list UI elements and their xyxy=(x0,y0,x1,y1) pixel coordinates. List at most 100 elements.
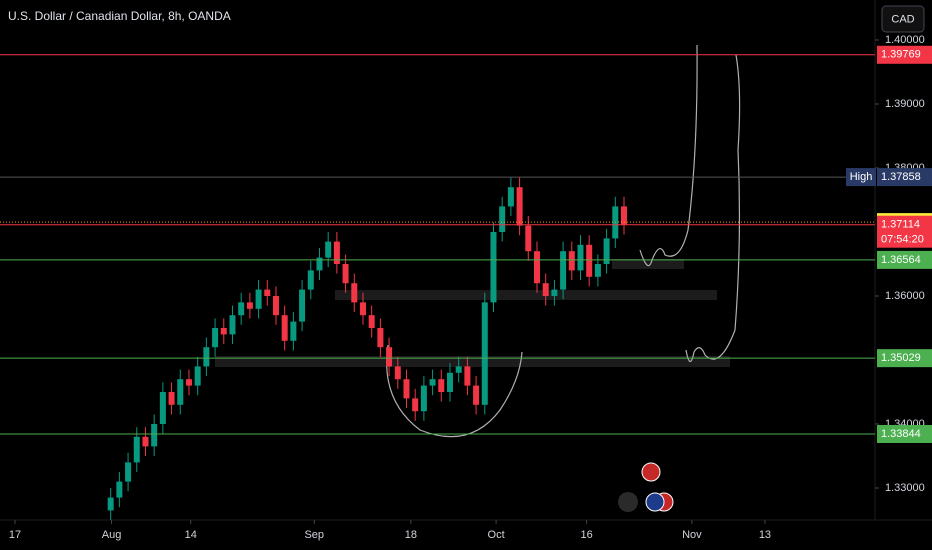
candle-body xyxy=(359,302,366,316)
candle-body xyxy=(212,328,219,348)
chart-title: U.S. Dollar / Canadian Dollar, 8h, OANDA xyxy=(8,9,231,23)
price-label-box xyxy=(877,424,932,443)
candle-body xyxy=(429,379,436,386)
zone xyxy=(612,259,684,269)
x-tick-label: 14 xyxy=(185,529,197,541)
zone xyxy=(215,356,730,367)
candle-body xyxy=(342,264,349,284)
drawing xyxy=(639,44,698,267)
x-tick-label: Sep xyxy=(304,529,324,541)
drawing xyxy=(685,54,741,363)
candle-body xyxy=(516,187,523,226)
candle-body xyxy=(125,462,132,482)
candle-body xyxy=(533,251,540,284)
price-label-box xyxy=(877,215,932,248)
candle-body xyxy=(499,206,506,232)
drawing xyxy=(386,344,523,438)
x-tick-label: 16 xyxy=(580,529,592,541)
zone xyxy=(335,290,717,300)
candle-body xyxy=(577,244,584,271)
candle-body xyxy=(560,251,567,290)
x-tick-label: Aug xyxy=(102,529,122,541)
price-label: 1.37114 xyxy=(881,219,920,231)
candle-body xyxy=(377,328,384,348)
candle-body xyxy=(325,241,332,258)
candle-body xyxy=(290,321,297,341)
candle-body xyxy=(507,187,514,207)
candle-body xyxy=(420,385,427,412)
candle-body xyxy=(307,270,314,290)
candle-body xyxy=(299,289,306,322)
candle-body xyxy=(386,347,393,367)
candle-body xyxy=(403,379,410,399)
price-label: 1.35029 xyxy=(881,352,921,364)
candle-body xyxy=(481,302,488,405)
candle-body xyxy=(229,315,236,335)
candle-body xyxy=(194,366,201,386)
x-tick-label: 17 xyxy=(9,529,21,541)
candle-body xyxy=(133,436,140,463)
candle-body xyxy=(272,296,279,316)
countdown-label: 07:54:20 xyxy=(881,234,924,246)
event-icon[interactable] xyxy=(641,462,661,482)
candle-body xyxy=(185,379,192,386)
candle-body xyxy=(603,238,610,264)
price-label: 1.37858 xyxy=(881,171,921,183)
candle-body xyxy=(316,257,323,271)
price-label: 1.36564 xyxy=(881,254,921,266)
candle-body xyxy=(525,225,532,252)
candle-body xyxy=(446,372,453,392)
candle-body xyxy=(159,392,166,424)
x-tick-label: 18 xyxy=(405,529,417,541)
candle-body xyxy=(394,366,401,380)
candle-body xyxy=(246,302,253,309)
price-tag: High xyxy=(850,171,873,183)
candle-body xyxy=(107,497,114,511)
price-label: 1.39769 xyxy=(881,49,921,61)
candle-body xyxy=(255,289,262,309)
candle-body xyxy=(351,283,358,303)
candle-body xyxy=(238,302,245,316)
candle-body xyxy=(368,315,375,328)
candle-body xyxy=(464,366,471,386)
candle-body xyxy=(542,283,549,296)
price-label-box xyxy=(877,168,932,187)
currency-button[interactable] xyxy=(881,5,925,33)
price-label-box xyxy=(877,45,932,64)
candle-body xyxy=(473,385,480,405)
candle-body xyxy=(586,244,593,277)
candle-body xyxy=(168,392,175,405)
candle-body xyxy=(220,328,227,335)
currency-label[interactable]: CAD xyxy=(891,13,914,25)
candle-body xyxy=(116,481,123,498)
price-label-box xyxy=(877,250,932,269)
x-tick-label: Nov xyxy=(682,529,702,541)
event-icon[interactable] xyxy=(618,492,638,512)
candle-body xyxy=(551,289,558,296)
candle-body xyxy=(264,289,271,296)
candle-body xyxy=(568,251,575,271)
candle-body xyxy=(142,436,149,447)
candle-body xyxy=(438,379,445,392)
y-tick-label: 1.39000 xyxy=(885,98,925,110)
x-tick-label: 13 xyxy=(759,529,771,541)
candle-body xyxy=(412,398,419,412)
y-tick-label: 1.33000 xyxy=(885,482,925,494)
x-tick-label: Oct xyxy=(488,529,505,541)
price-label: 1.33844 xyxy=(881,428,921,440)
candle-body xyxy=(594,264,601,277)
candle-body xyxy=(203,347,210,367)
y-tick-label: 1.36000 xyxy=(885,290,925,302)
candle-body xyxy=(281,315,288,341)
candle-body xyxy=(455,366,462,373)
candle-body xyxy=(620,206,627,225)
candle-body xyxy=(333,241,340,264)
candle-body xyxy=(490,232,497,303)
event-icon[interactable] xyxy=(645,492,665,512)
price-label-box xyxy=(877,349,932,368)
price-tag-box xyxy=(846,168,876,187)
candle-body xyxy=(151,424,158,447)
